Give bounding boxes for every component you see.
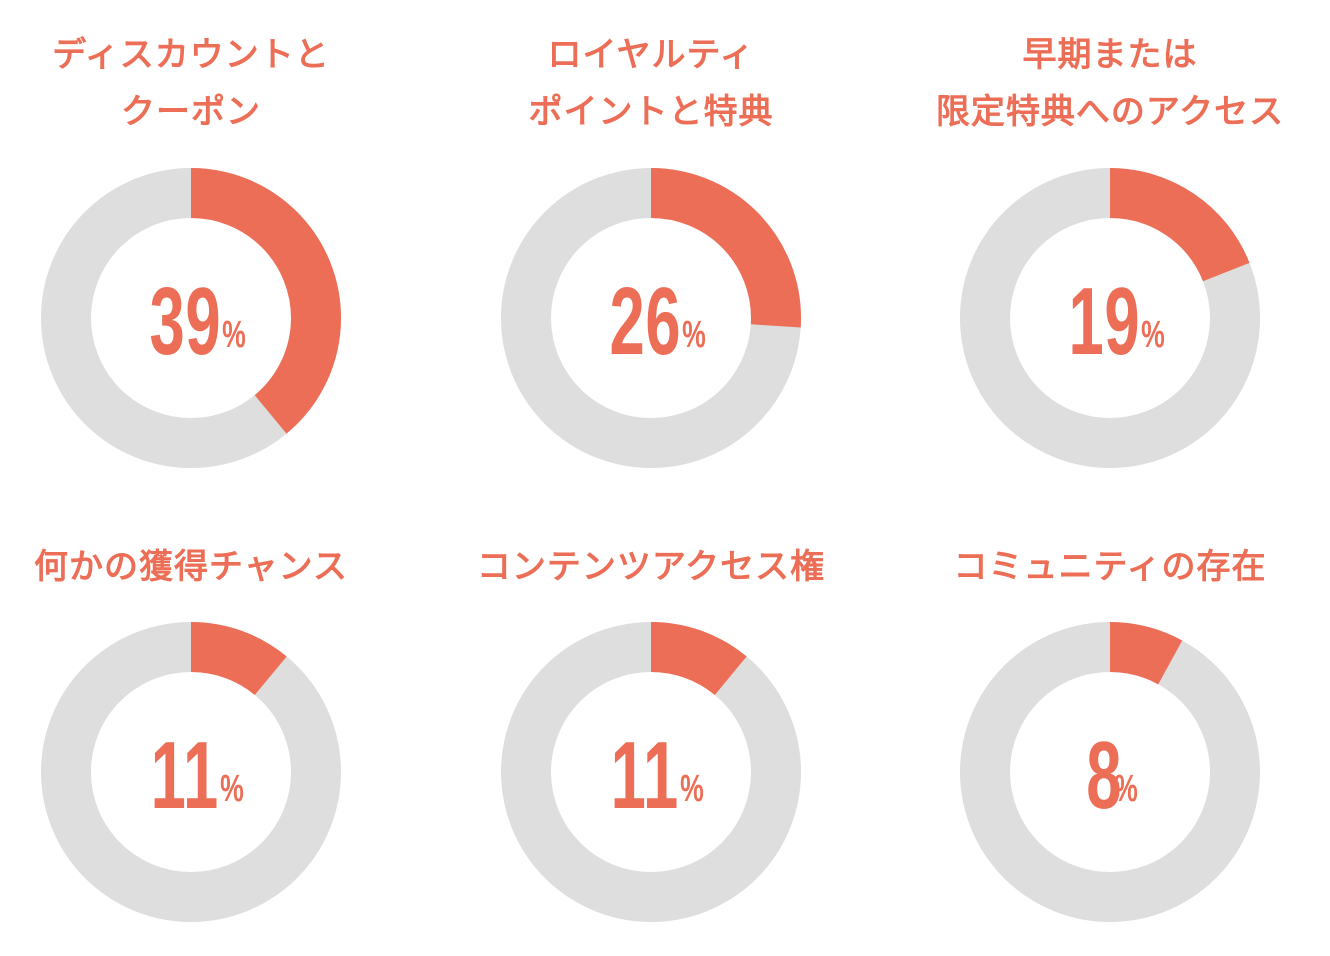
donut-svg (501, 168, 801, 468)
donut-svg (960, 168, 1260, 468)
donut-title: コミュニティの存在 (953, 547, 1267, 587)
donut-percent-label: 11% (501, 622, 801, 922)
donut: 11% (41, 622, 341, 922)
percent-value: 19 (1068, 268, 1140, 375)
percent-value: 39 (149, 268, 221, 375)
donut-svg (41, 622, 341, 922)
percent-sign: % (222, 313, 247, 356)
donut-arc (960, 168, 1260, 468)
donut-svg (41, 168, 341, 468)
percent-value: 11 (150, 722, 220, 829)
donut-arc (41, 168, 341, 468)
donut-arc (41, 622, 341, 922)
percent-sign: % (219, 767, 244, 810)
percent-sign: % (1114, 767, 1139, 810)
percent-value: 26 (609, 268, 681, 375)
donut-title: ロイヤルティ ポイントと特典 (528, 35, 774, 132)
donut-percent-label: 8% (960, 622, 1260, 922)
donut-title: 何かの獲得チャンス (34, 547, 348, 587)
donut-percent-label: 39% (41, 168, 341, 468)
donut-title: ディスカウントと クーポン (52, 35, 330, 132)
donut-percent-label: 11% (41, 622, 341, 922)
donut: 26% (501, 168, 801, 468)
donut: 11% (501, 622, 801, 922)
donut-arc (501, 622, 801, 922)
donut-svg (501, 622, 801, 922)
donut-title: コンテンツアクセス権 (476, 547, 826, 587)
donut-title: 早期または 限定特典へのアクセス (935, 35, 1285, 132)
donut: 8% (960, 622, 1260, 922)
donut-arc (960, 622, 1260, 922)
percent-value: 8 (1086, 722, 1123, 829)
donut-percent-label: 26% (501, 168, 801, 468)
donut-svg (960, 622, 1260, 922)
percent-sign: % (1141, 313, 1166, 356)
percent-sign: % (682, 313, 707, 356)
percent-sign: % (679, 767, 704, 810)
percent-value: 11 (610, 722, 680, 829)
donut-percent-label: 19% (960, 168, 1260, 468)
donut-arc (501, 168, 801, 468)
donut: 19% (960, 168, 1260, 468)
donut: 39% (41, 168, 341, 468)
